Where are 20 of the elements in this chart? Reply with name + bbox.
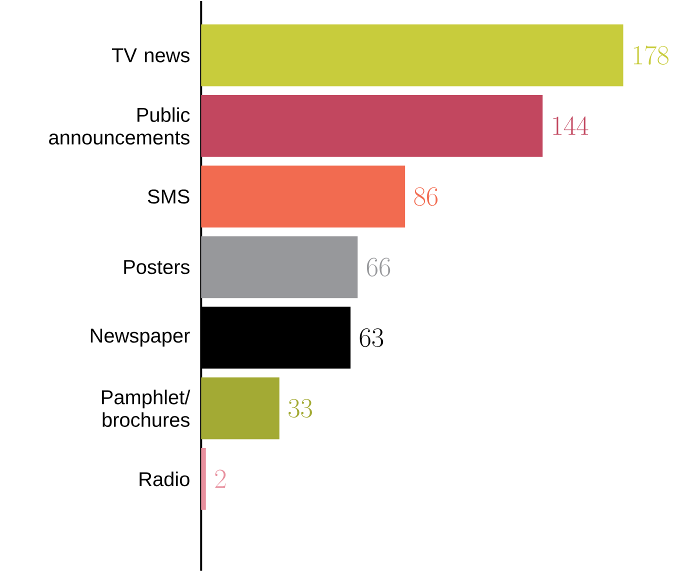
y-tick-label: Radio [140, 472, 190, 486]
y-tick-label: Newspaper [90, 328, 190, 347]
bar [201, 236, 358, 298]
bar [201, 378, 280, 440]
data-label: 86 [414, 187, 438, 206]
data-label: 66 [366, 258, 390, 277]
bar [201, 166, 406, 228]
y-tick-label: Pamphlet/ brochures [102, 390, 190, 428]
bar [201, 95, 543, 158]
data-label: 2 [215, 470, 226, 488]
data-label: 144 [553, 116, 588, 136]
y-tick-label: Public announcements [49, 107, 190, 145]
y-tick-label: SMS [148, 190, 190, 204]
bar [201, 448, 206, 510]
data-label: 178 [634, 46, 668, 65]
data-label: 63 [360, 328, 384, 348]
y-tick-label: Posters [124, 260, 190, 274]
data-label: 33 [288, 399, 312, 418]
bar [201, 24, 624, 86]
y-tick-label: TV news [112, 48, 190, 62]
